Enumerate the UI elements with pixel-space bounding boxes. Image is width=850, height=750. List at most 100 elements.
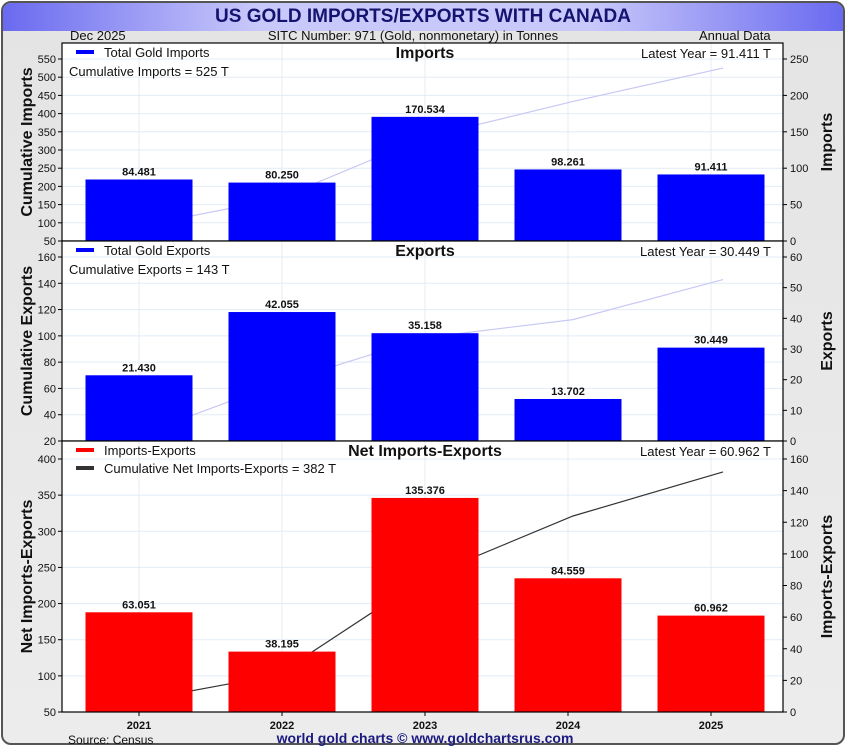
right-tick-label: 140 bbox=[790, 486, 808, 498]
bar-value-label: 98.261 bbox=[551, 156, 585, 168]
left-tick-label: 250 bbox=[38, 163, 56, 175]
panel-title: Net Imports-Exports bbox=[348, 443, 502, 460]
left-tick-label: 100 bbox=[38, 218, 56, 230]
right-tick-label: 120 bbox=[790, 517, 808, 529]
bar-2021 bbox=[85, 612, 193, 712]
left-tick-label: 140 bbox=[38, 278, 56, 290]
right-axis-title: Imports bbox=[819, 113, 836, 172]
bar-value-label: 91.411 bbox=[694, 161, 727, 173]
x-tick-label: 2022 bbox=[270, 720, 294, 732]
source-label: Source: Census bbox=[68, 733, 154, 747]
bar-value-label: 13.702 bbox=[551, 386, 585, 398]
left-tick-label: 40 bbox=[44, 410, 56, 422]
left-tick-label: 150 bbox=[38, 635, 56, 647]
bar-value-label: 60.962 bbox=[694, 603, 728, 615]
panel-imports bbox=[58, 42, 787, 242]
chart-title: US GOLD IMPORTS/EXPORTS WITH CANADA bbox=[3, 3, 843, 31]
cumulative-annotation: Cumulative Imports = 525 T bbox=[69, 64, 229, 79]
left-tick-label: 20 bbox=[44, 436, 56, 448]
right-tick-label: 20 bbox=[790, 375, 802, 387]
latest-year-annotation: Latest Year = 91.411 T bbox=[641, 46, 771, 61]
right-tick-label: 30 bbox=[790, 344, 802, 356]
panel-exports bbox=[58, 240, 787, 442]
left-tick-label: 60 bbox=[44, 383, 56, 395]
right-tick-label: 40 bbox=[790, 313, 802, 325]
bar-2021 bbox=[85, 375, 193, 441]
bar-value-label: 35.158 bbox=[408, 320, 442, 332]
latest-year-annotation: Latest Year = 30.449 T bbox=[640, 244, 771, 259]
left-tick-label: 50 bbox=[44, 707, 56, 719]
right-tick-label: 50 bbox=[790, 283, 802, 295]
left-tick-label: 100 bbox=[38, 671, 56, 683]
bar-value-label: 42.055 bbox=[265, 299, 299, 311]
left-tick-label: 120 bbox=[38, 305, 56, 317]
legend-swatch-line bbox=[76, 466, 94, 470]
legend-swatch bbox=[76, 248, 94, 252]
left-tick-label: 300 bbox=[38, 145, 56, 157]
left-tick-label: 350 bbox=[38, 127, 56, 139]
bar-2025 bbox=[657, 615, 765, 712]
left-tick-label: 160 bbox=[38, 252, 56, 264]
right-tick-label: 80 bbox=[790, 581, 802, 593]
bar-2022 bbox=[228, 651, 336, 712]
legend-swatch bbox=[76, 448, 94, 452]
right-tick-label: 60 bbox=[790, 252, 802, 264]
bar-2025 bbox=[657, 347, 765, 441]
right-tick-label: 20 bbox=[790, 675, 802, 687]
bar-value-label: 63.051 bbox=[122, 599, 156, 611]
bar-value-label: 84.481 bbox=[122, 166, 156, 178]
left-tick-label: 450 bbox=[38, 90, 56, 102]
panel-title: Imports bbox=[396, 45, 455, 62]
right-tick-label: 50 bbox=[790, 200, 802, 212]
left-tick-label: 400 bbox=[38, 454, 56, 466]
x-tick-label: 2023 bbox=[413, 720, 437, 732]
right-tick-label: 100 bbox=[790, 549, 808, 561]
bar-value-label: 80.250 bbox=[265, 170, 299, 182]
right-tick-label: 0 bbox=[790, 707, 796, 719]
left-tick-label: 80 bbox=[44, 357, 56, 369]
bar-value-label: 30.449 bbox=[694, 335, 728, 347]
right-axis-title: Imports-Exports bbox=[819, 515, 836, 639]
report-date: Dec 2025 bbox=[70, 28, 126, 43]
bar-2021 bbox=[85, 179, 193, 241]
bar-value-label: 38.195 bbox=[265, 639, 299, 651]
bar-value-label: 21.430 bbox=[122, 362, 156, 374]
right-tick-label: 100 bbox=[790, 163, 808, 175]
panel-net-imports-exports bbox=[58, 440, 787, 716]
legend-swatch bbox=[76, 50, 94, 54]
left-axis-title: Cumulative Exports bbox=[19, 266, 36, 416]
bar-2023 bbox=[371, 497, 479, 712]
bar-2025 bbox=[657, 174, 765, 241]
right-tick-label: 160 bbox=[790, 454, 808, 466]
bar-2024 bbox=[514, 169, 622, 241]
bar-value-label: 170.534 bbox=[405, 104, 446, 116]
legend-label: Imports-Exports bbox=[104, 443, 196, 458]
right-tick-label: 0 bbox=[790, 436, 796, 448]
bar-2023 bbox=[371, 116, 479, 241]
bar-value-label: 135.376 bbox=[405, 485, 445, 497]
left-tick-label: 550 bbox=[38, 54, 56, 66]
plot-border bbox=[61, 440, 784, 713]
right-tick-label: 0 bbox=[790, 236, 796, 248]
right-tick-label: 150 bbox=[790, 127, 808, 139]
latest-year-annotation: Latest Year = 60.962 T bbox=[640, 444, 771, 459]
legend-label: Cumulative Net Imports-Exports = 382 T bbox=[104, 461, 336, 476]
left-tick-label: 50 bbox=[44, 236, 56, 248]
legend-label: Total Gold Exports bbox=[104, 243, 211, 258]
right-tick-label: 200 bbox=[790, 90, 808, 102]
data-frequency: Annual Data bbox=[699, 28, 771, 43]
left-tick-label: 400 bbox=[38, 109, 56, 121]
panel-title: Exports bbox=[395, 243, 455, 260]
bar-2022 bbox=[228, 182, 336, 241]
left-tick-label: 100 bbox=[38, 331, 56, 343]
right-tick-label: 40 bbox=[790, 644, 802, 656]
legend-label: Total Gold Imports bbox=[104, 45, 210, 60]
right-tick-label: 250 bbox=[790, 54, 808, 66]
x-tick-label: 2024 bbox=[556, 720, 581, 732]
left-tick-label: 250 bbox=[38, 562, 56, 574]
x-tick-label: 2021 bbox=[127, 720, 151, 732]
left-tick-label: 200 bbox=[38, 181, 56, 193]
bar-2023 bbox=[371, 333, 479, 441]
left-tick-label: 300 bbox=[38, 526, 56, 538]
